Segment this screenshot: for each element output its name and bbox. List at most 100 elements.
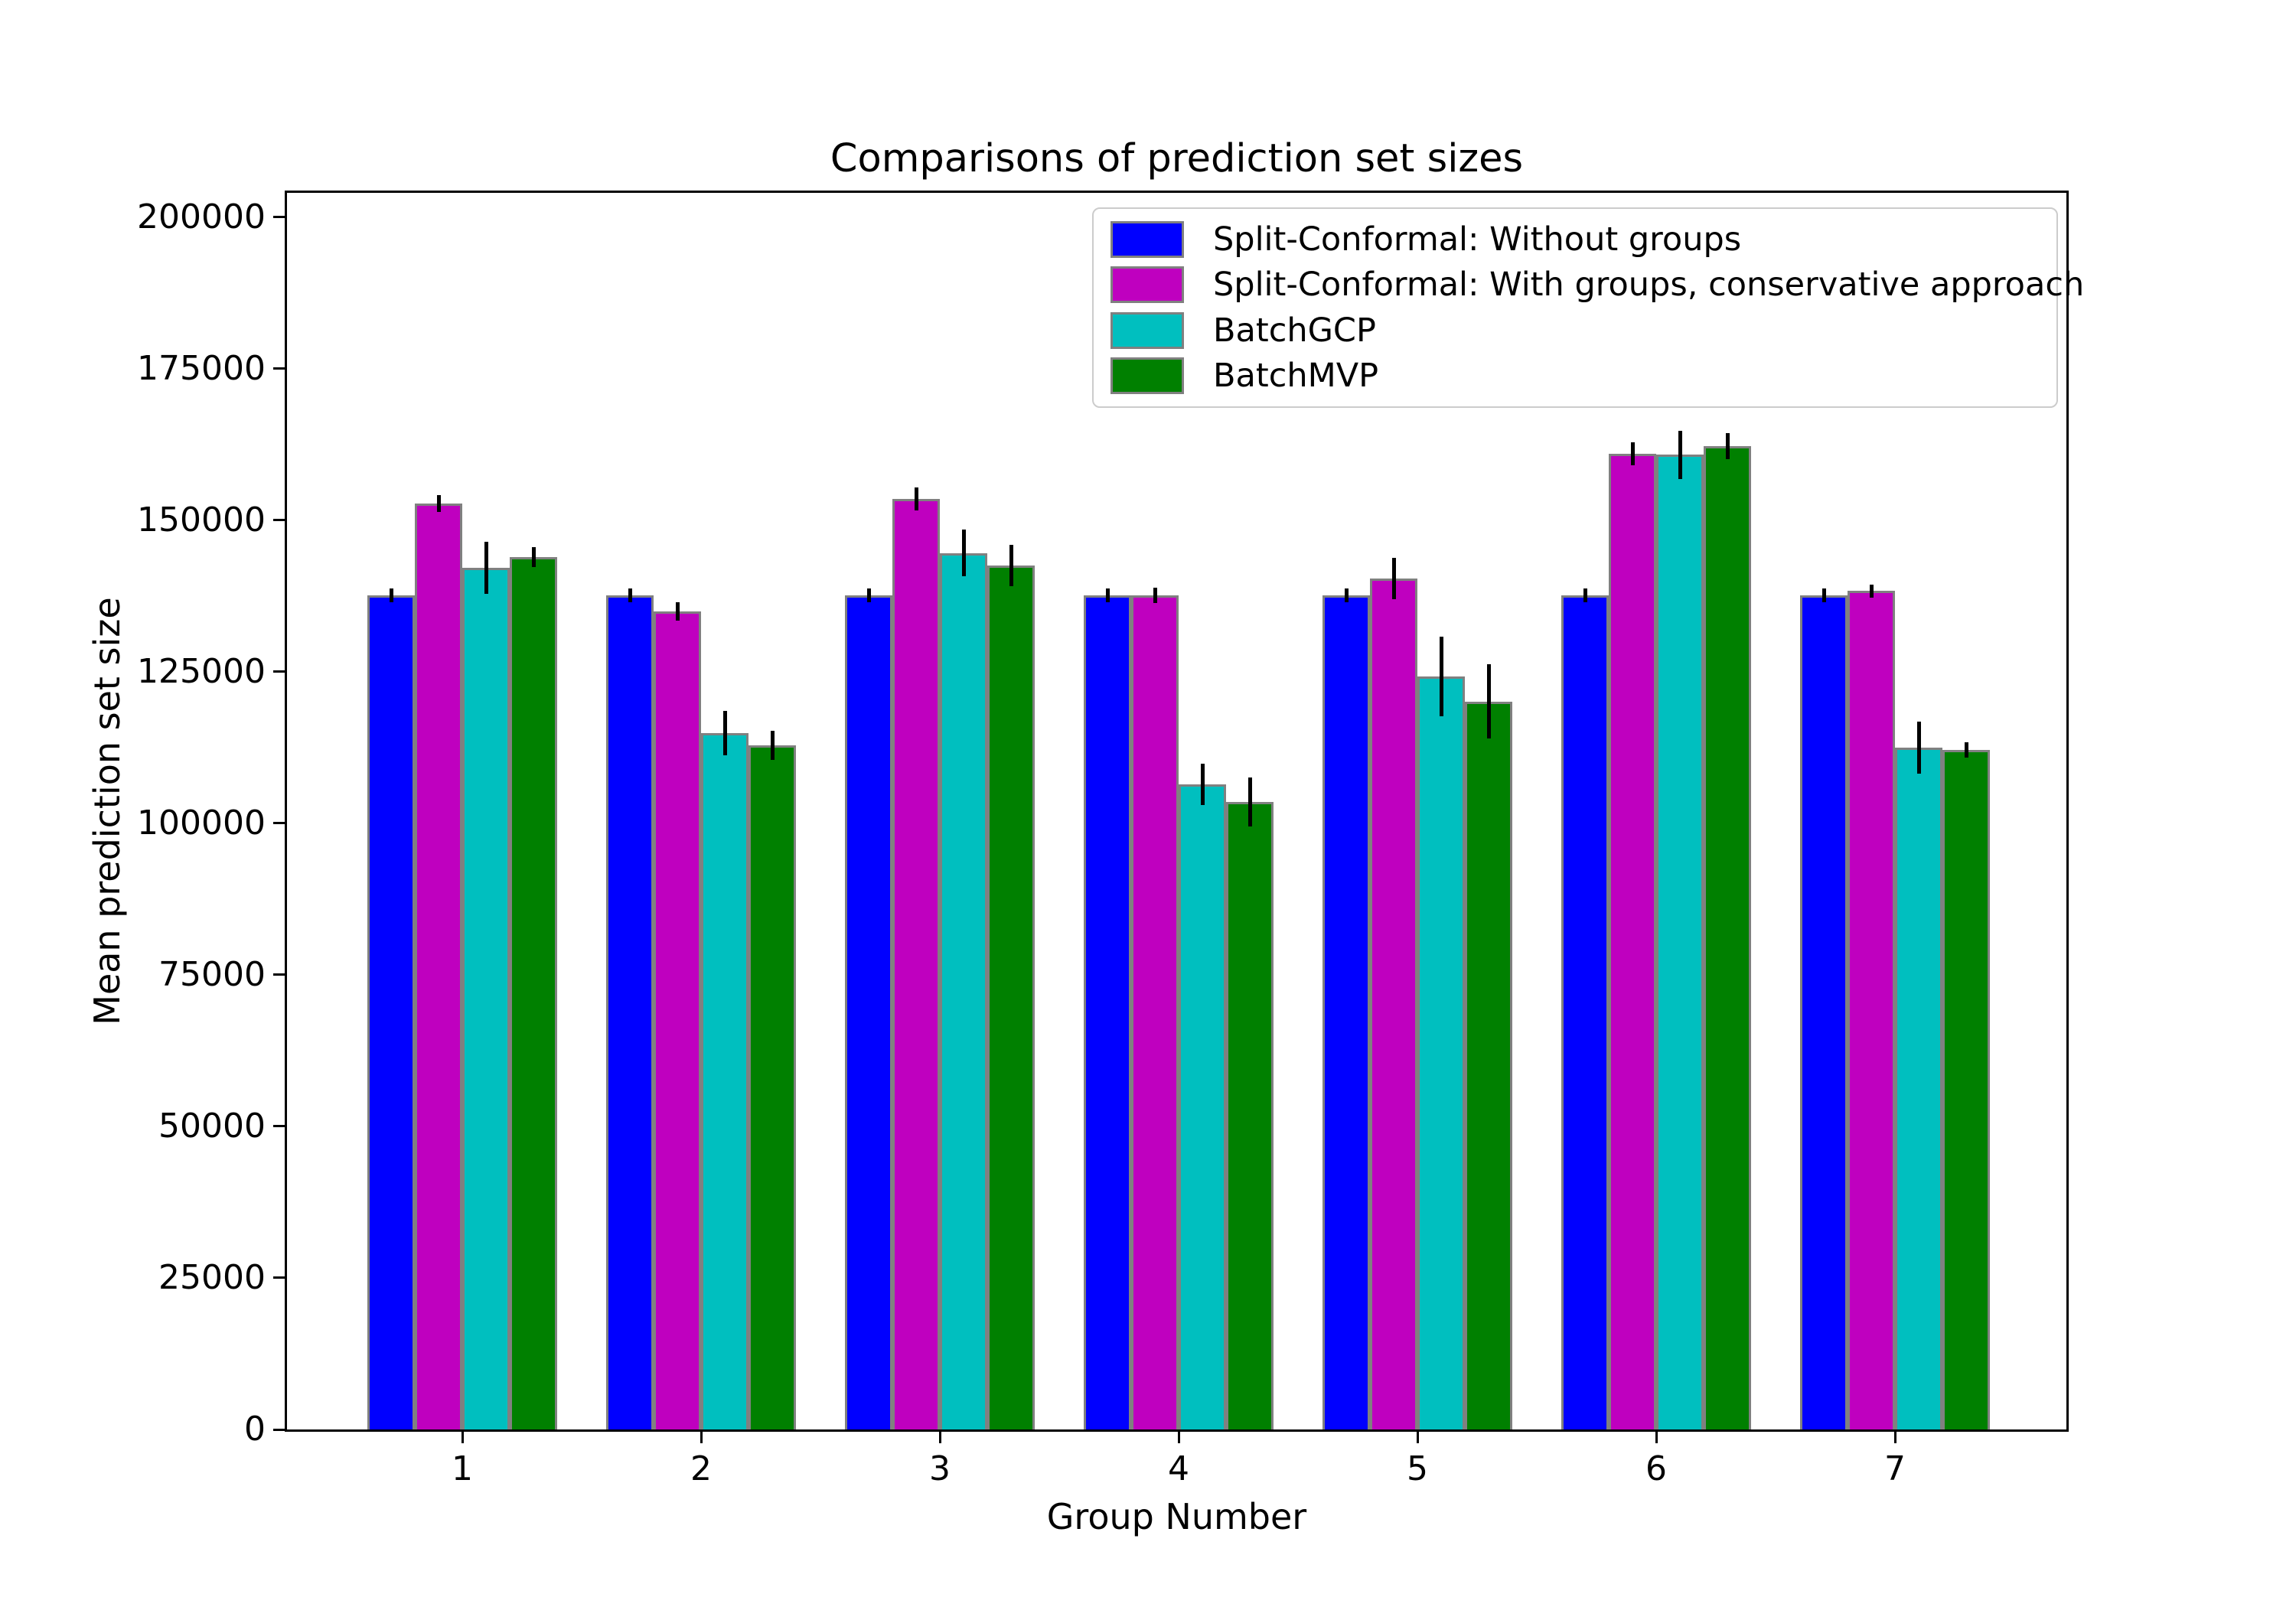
- error-bar: [389, 588, 393, 602]
- y-tick-label: 200000: [137, 197, 266, 236]
- legend-swatch-icon: [1110, 311, 1184, 349]
- y-axis-tick: [273, 367, 285, 370]
- bar-group5-series4: [1465, 701, 1512, 1429]
- bar-group6-series1: [1561, 595, 1609, 1429]
- y-tick-label: 150000: [137, 500, 266, 539]
- x-axis-tick: [700, 1432, 703, 1443]
- y-axis-tick: [273, 519, 285, 522]
- bar-group3-series2: [892, 499, 940, 1429]
- y-axis-tick: [273, 1428, 285, 1431]
- legend-item-label: BatchMVP: [1213, 357, 1379, 396]
- error-bar: [722, 710, 727, 756]
- legend-item: Split-Conformal: Without groups: [1110, 218, 2056, 261]
- bar-group2-series3: [701, 732, 748, 1429]
- x-axis-tick: [461, 1432, 464, 1443]
- bar-group7-series1: [1800, 595, 1848, 1429]
- x-tick-label: 7: [1884, 1449, 1906, 1488]
- error-bar: [628, 588, 632, 602]
- error-bar: [675, 602, 680, 621]
- y-axis-tick: [273, 1125, 285, 1128]
- error-bar: [531, 547, 536, 567]
- y-tick-label: 50000: [158, 1106, 266, 1146]
- bar-group5-series3: [1417, 676, 1465, 1429]
- error-bar: [1200, 764, 1205, 806]
- legend-item-label: Split-Conformal: With groups, conservati…: [1213, 266, 2085, 305]
- error-bar: [914, 487, 918, 511]
- y-tick-label: 100000: [137, 803, 266, 843]
- error-bar: [1247, 777, 1252, 826]
- error-bar: [1391, 557, 1396, 599]
- error-bar: [1964, 742, 1968, 758]
- error-bar: [1678, 430, 1682, 479]
- x-axis-tick: [1893, 1432, 1896, 1443]
- y-axis-tick: [273, 973, 285, 976]
- bar-group7-series2: [1848, 591, 1895, 1429]
- error-bar: [961, 529, 966, 577]
- bar-group5-series1: [1322, 595, 1370, 1429]
- legend-item-label: Split-Conformal: Without groups: [1213, 220, 1742, 259]
- y-axis-label: Mean prediction set size: [86, 597, 128, 1025]
- legend-swatch-icon: [1110, 357, 1184, 395]
- y-tick-label: 175000: [137, 348, 266, 388]
- x-axis-label: Group Number: [1046, 1496, 1307, 1537]
- x-axis-tick: [1655, 1432, 1658, 1443]
- bar-group2-series4: [748, 745, 796, 1429]
- bar-group4-series2: [1131, 595, 1179, 1429]
- legend: Split-Conformal: Without groups Split-Co…: [1092, 207, 2084, 408]
- bar-group3-series1: [845, 595, 892, 1429]
- bar-group3-series3: [940, 553, 987, 1429]
- x-tick-label: 1: [452, 1449, 473, 1488]
- y-axis-tick: [273, 670, 285, 673]
- y-axis-tick: [273, 216, 285, 219]
- x-axis-tick: [1416, 1432, 1419, 1443]
- bar-group4-series1: [1084, 595, 1131, 1429]
- bar-group7-series4: [1942, 749, 1990, 1429]
- error-bar: [1439, 636, 1443, 717]
- error-bar: [1869, 584, 1874, 598]
- x-tick-label: 6: [1645, 1449, 1667, 1488]
- error-bar: [1630, 442, 1635, 466]
- y-tick-label: 125000: [137, 651, 266, 691]
- y-axis-tick: [273, 822, 285, 825]
- bar-group1-series1: [367, 595, 415, 1429]
- error-bar: [1009, 545, 1013, 587]
- error-bar: [770, 731, 775, 761]
- legend-item: BatchGCP: [1110, 309, 2056, 352]
- error-bar: [1105, 588, 1110, 602]
- bar-group1-series3: [462, 568, 510, 1429]
- bar-group1-series2: [415, 504, 462, 1429]
- bar-group4-series3: [1179, 784, 1226, 1429]
- bar-group3-series4: [987, 566, 1035, 1429]
- bar-group5-series2: [1370, 578, 1417, 1429]
- error-bar: [1344, 588, 1349, 602]
- bar-group6-series3: [1656, 455, 1704, 1429]
- y-tick-label: 75000: [158, 954, 266, 994]
- x-tick-label: 2: [690, 1449, 712, 1488]
- bar-group2-series2: [654, 611, 701, 1429]
- bar-group2-series1: [606, 595, 654, 1429]
- x-axis-tick: [938, 1432, 941, 1443]
- legend-swatch-icon: [1110, 266, 1184, 304]
- bar-group7-series3: [1895, 747, 1942, 1429]
- error-bar: [866, 588, 871, 602]
- bar-group4-series4: [1226, 802, 1274, 1429]
- x-axis-tick: [1177, 1432, 1180, 1443]
- error-bar: [1486, 664, 1491, 738]
- legend-swatch-icon: [1110, 220, 1184, 258]
- x-tick-label: 5: [1407, 1449, 1428, 1488]
- error-bar: [436, 495, 441, 513]
- y-axis-tick: [273, 1276, 285, 1279]
- error-bar: [1153, 587, 1157, 604]
- x-tick-label: 4: [1168, 1449, 1189, 1488]
- y-tick-label: 0: [244, 1410, 266, 1449]
- error-bar: [1821, 588, 1826, 602]
- bar-group6-series2: [1609, 454, 1656, 1429]
- bar-group1-series4: [510, 557, 557, 1429]
- y-tick-label: 25000: [158, 1257, 266, 1297]
- x-tick-label: 3: [929, 1449, 951, 1488]
- error-bar: [484, 542, 488, 595]
- bar-group6-series4: [1704, 446, 1751, 1429]
- legend-item: Split-Conformal: With groups, conservati…: [1110, 263, 2084, 306]
- error-bar: [1583, 588, 1587, 602]
